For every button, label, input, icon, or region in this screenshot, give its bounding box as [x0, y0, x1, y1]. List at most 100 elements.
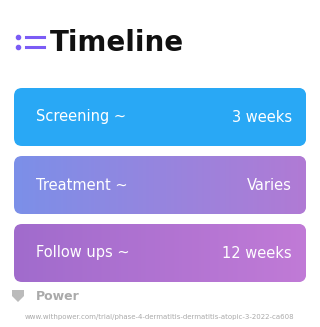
- Bar: [46, 156, 48, 214]
- Bar: [270, 224, 271, 282]
- Bar: [229, 88, 231, 146]
- Bar: [257, 224, 259, 282]
- Bar: [236, 224, 237, 282]
- Bar: [45, 224, 47, 282]
- Bar: [135, 224, 136, 282]
- Bar: [266, 224, 268, 282]
- Bar: [97, 224, 98, 282]
- Bar: [54, 156, 55, 214]
- Bar: [60, 88, 61, 146]
- Bar: [253, 88, 255, 146]
- Bar: [76, 156, 78, 214]
- Bar: [87, 156, 88, 214]
- Bar: [75, 88, 77, 146]
- Bar: [181, 88, 183, 146]
- Bar: [292, 156, 293, 214]
- Bar: [215, 88, 217, 146]
- Bar: [50, 156, 52, 214]
- Bar: [34, 88, 35, 146]
- Bar: [21, 224, 22, 282]
- Bar: [59, 224, 60, 282]
- Bar: [72, 224, 74, 282]
- Bar: [198, 224, 199, 282]
- Bar: [55, 156, 56, 214]
- Bar: [182, 224, 184, 282]
- Bar: [30, 156, 32, 214]
- Bar: [57, 88, 58, 146]
- Bar: [108, 224, 110, 282]
- Bar: [180, 88, 181, 146]
- Bar: [268, 156, 269, 214]
- Bar: [41, 156, 43, 214]
- Bar: [53, 224, 54, 282]
- Bar: [60, 224, 61, 282]
- Bar: [150, 156, 152, 214]
- Bar: [55, 88, 56, 146]
- Bar: [197, 88, 198, 146]
- Bar: [247, 224, 248, 282]
- Bar: [284, 156, 286, 214]
- Bar: [289, 156, 290, 214]
- Bar: [233, 156, 235, 214]
- Bar: [197, 224, 198, 282]
- Bar: [127, 88, 128, 146]
- Bar: [15, 88, 16, 146]
- Bar: [209, 224, 210, 282]
- Bar: [257, 88, 259, 146]
- Bar: [259, 224, 261, 282]
- Bar: [126, 88, 127, 146]
- Bar: [53, 88, 54, 146]
- Bar: [97, 156, 98, 214]
- Bar: [110, 156, 112, 214]
- Text: Timeline: Timeline: [50, 29, 184, 57]
- Bar: [56, 156, 57, 214]
- Bar: [134, 88, 135, 146]
- Bar: [112, 156, 114, 214]
- Bar: [268, 224, 269, 282]
- Bar: [198, 156, 199, 214]
- Bar: [85, 224, 86, 282]
- Bar: [122, 156, 124, 214]
- Bar: [14, 224, 15, 282]
- Bar: [302, 224, 304, 282]
- Bar: [66, 156, 67, 214]
- Bar: [163, 156, 164, 214]
- Bar: [28, 224, 30, 282]
- Bar: [136, 224, 137, 282]
- Bar: [179, 156, 180, 214]
- Bar: [104, 156, 105, 214]
- Bar: [64, 224, 65, 282]
- Bar: [108, 156, 110, 214]
- Bar: [59, 88, 60, 146]
- Bar: [24, 156, 25, 214]
- Bar: [183, 88, 185, 146]
- Bar: [192, 156, 194, 214]
- Bar: [184, 156, 186, 214]
- Bar: [255, 88, 257, 146]
- Bar: [202, 224, 203, 282]
- Bar: [78, 88, 80, 146]
- Bar: [200, 156, 201, 214]
- Bar: [184, 224, 186, 282]
- Bar: [205, 156, 206, 214]
- Bar: [178, 224, 179, 282]
- Bar: [51, 88, 52, 146]
- Bar: [116, 88, 118, 146]
- Bar: [217, 224, 219, 282]
- Bar: [86, 224, 87, 282]
- Bar: [258, 156, 260, 214]
- Bar: [102, 88, 103, 146]
- Bar: [111, 224, 113, 282]
- Bar: [284, 224, 285, 282]
- Bar: [244, 88, 245, 146]
- Bar: [144, 224, 146, 282]
- Bar: [304, 88, 306, 146]
- Bar: [216, 88, 218, 146]
- Bar: [118, 224, 120, 282]
- Bar: [242, 156, 243, 214]
- Bar: [228, 156, 230, 214]
- Bar: [41, 88, 43, 146]
- Bar: [22, 156, 23, 214]
- Bar: [111, 156, 113, 214]
- Bar: [113, 156, 115, 214]
